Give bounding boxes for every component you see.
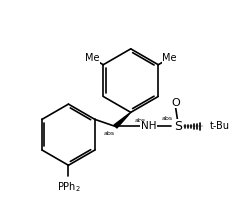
Text: abs: abs — [134, 117, 145, 123]
Text: abs: abs — [103, 131, 114, 136]
Text: PPh$_2$: PPh$_2$ — [57, 181, 80, 194]
Text: t-Bu: t-Bu — [210, 121, 230, 132]
Text: NH: NH — [141, 121, 156, 132]
Text: O: O — [171, 98, 180, 108]
Polygon shape — [114, 112, 131, 128]
Text: S: S — [174, 120, 182, 133]
Text: abs: abs — [162, 116, 173, 121]
Text: Me: Me — [162, 53, 177, 63]
Text: Me: Me — [85, 53, 99, 63]
